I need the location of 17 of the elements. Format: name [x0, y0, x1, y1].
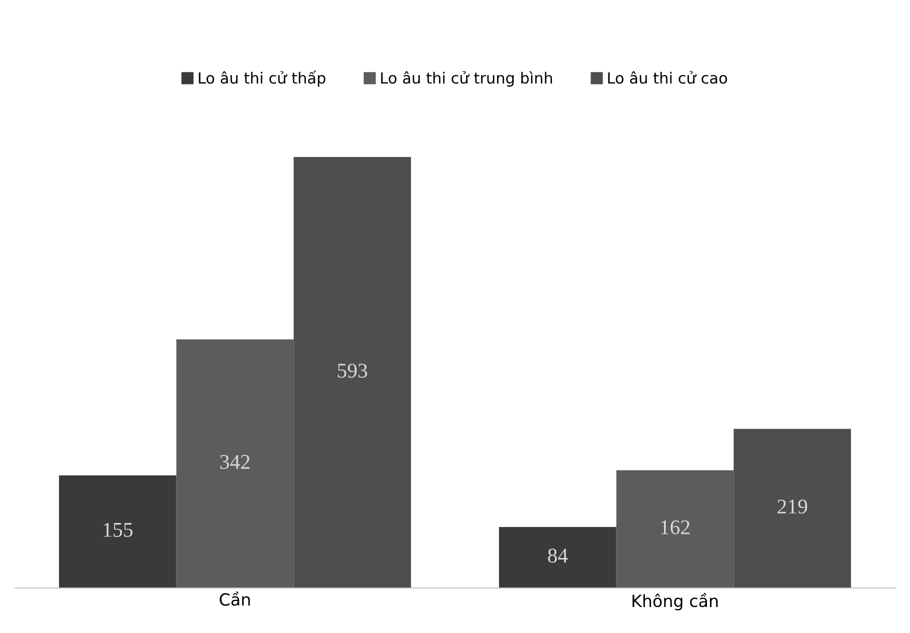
bar [616, 470, 734, 588]
x-tick-label: Không cần [632, 592, 718, 610]
data-label: 162 [661, 520, 690, 534]
x-tick-label: Cần [220, 591, 250, 606]
data-label: 84 [548, 548, 568, 563]
legend-label: Lo âu thi cử cao [608, 71, 728, 84]
legend-label: Lo âu thi cử trung bình [381, 71, 552, 87]
legend-label: Lo âu thi cử thấp [198, 70, 326, 87]
bar [176, 339, 294, 588]
bar [734, 428, 851, 588]
bar [294, 157, 411, 588]
data-label: 342 [220, 454, 250, 469]
bar [499, 526, 616, 588]
data-label: 155 [104, 522, 132, 537]
data-label: 593 [338, 364, 368, 378]
bar [59, 475, 176, 588]
data-label: 219 [778, 500, 808, 514]
